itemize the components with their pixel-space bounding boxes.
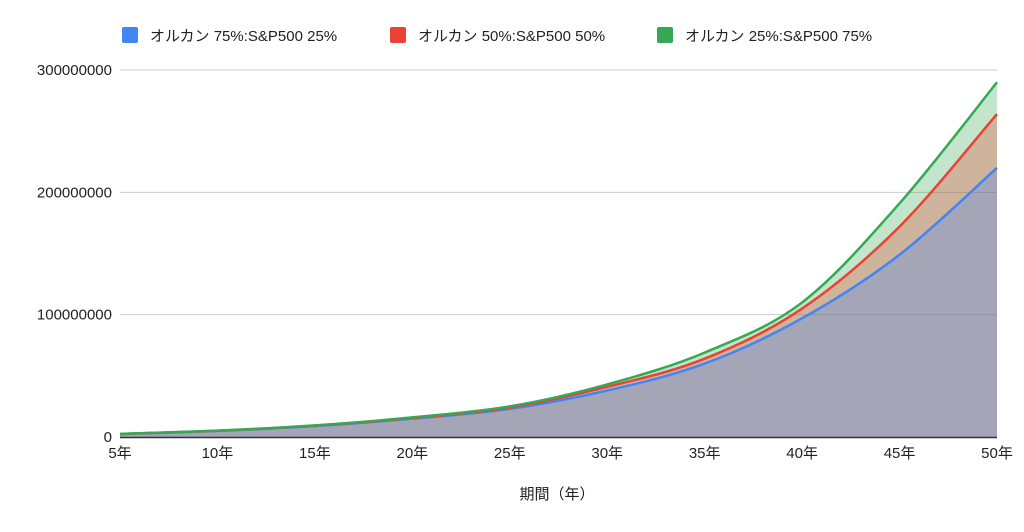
legend-item-25-75[interactable]: オルカン 25%:S&P500 75% <box>657 24 872 46</box>
x-tick-label: 10年 <box>202 445 234 462</box>
chart-legend: オルカン 75%:S&P500 25% オルカン 50%:S&P500 50% … <box>0 24 1024 46</box>
series-area <box>120 114 997 437</box>
x-axis-title: 期間（年） <box>519 486 595 503</box>
x-tick-label: 40年 <box>786 445 818 462</box>
y-tick-label: 100000000 <box>37 307 112 324</box>
legend-item-75-25[interactable]: オルカン 75%:S&P500 25% <box>122 24 337 46</box>
series-line[interactable] <box>119 81 998 436</box>
y-tick-label: 300000000 <box>37 62 112 79</box>
y-axis: 0 100000000 200000000 300000000 <box>37 62 112 446</box>
x-tick-label: 5年 <box>108 445 131 462</box>
x-tick-label: 30年 <box>591 445 623 462</box>
x-tick-label: 25年 <box>494 445 526 462</box>
x-tick-label: 45年 <box>884 445 916 462</box>
y-tick-label: 0 <box>104 429 112 446</box>
y-tick-label: 200000000 <box>37 184 112 201</box>
x-tick-label: 50年 <box>981 445 1013 462</box>
gridlines <box>120 69 997 316</box>
series-areas <box>120 82 997 437</box>
x-tick-label: 35年 <box>689 445 721 462</box>
x-axis: 5年 10年 15年 20年 25年 30年 35年 40年 45年 50年 <box>108 445 1013 462</box>
legend-label: オルカン 75%:S&P500 25% <box>150 27 338 45</box>
legend-item-50-50[interactable]: オルカン 50%:S&P500 50% <box>390 24 605 46</box>
series-lines <box>119 81 998 436</box>
series-area <box>120 82 997 437</box>
legend-swatch-red <box>390 27 406 43</box>
legend-swatch-blue <box>122 27 138 43</box>
x-tick-label: 20年 <box>396 445 428 462</box>
legend-swatch-green <box>657 27 673 43</box>
x-tick-label: 15年 <box>299 445 331 462</box>
series-area <box>120 167 997 437</box>
legend-label: オルカン 50%:S&P500 50% <box>418 27 606 45</box>
legend-label: オルカン 25%:S&P500 75% <box>685 27 873 45</box>
